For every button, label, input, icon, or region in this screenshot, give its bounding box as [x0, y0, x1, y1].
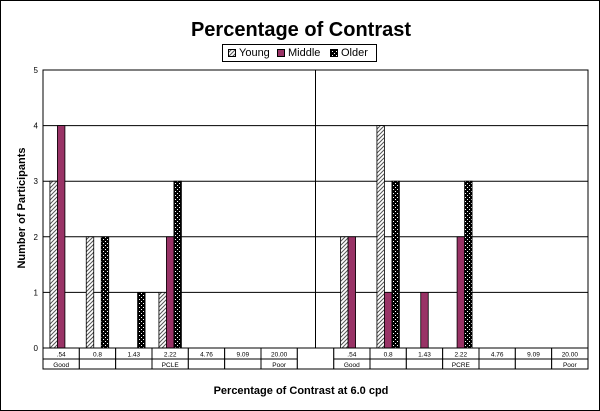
category-label-pcle-0: .54: [57, 352, 66, 359]
legend-swatch-older: [330, 49, 338, 57]
bar-pcre-middle-2: [420, 291, 429, 349]
category-sublabel-pcle-6: Poor: [272, 362, 287, 369]
bar-pcle-middle-3: [166, 236, 175, 349]
x-axis-label: Percentage of Contrast at 6.0 cpd: [213, 385, 389, 397]
sublabel-box-pcre-5: [514, 358, 553, 370]
category-label-pcre-2: 1.43: [418, 352, 431, 359]
category-sublabel-pcre-0: Good: [344, 362, 360, 369]
category-label-pcle-3: 2.22: [164, 352, 177, 359]
category-label-pcre-0: .54: [347, 352, 356, 359]
category-label-pcre-6: 20.00: [562, 352, 579, 359]
category-label-pcre-3: 2.22: [455, 352, 468, 359]
bar-pcle-older-1: [100, 236, 110, 349]
bar-pcre-middle-0: [347, 236, 356, 349]
chart-legend: Young Middle Older: [222, 44, 377, 62]
sublabel-box-pcle-2: [115, 358, 153, 370]
sublabel-box-pcle-1: [78, 358, 117, 370]
bar-pcre-middle-3: [456, 236, 465, 349]
sublabel-box-pcre-2: [405, 358, 444, 370]
category-sublabel-pcre-6: Poor: [563, 362, 578, 369]
bar-pcre-older-1: [391, 180, 400, 349]
category-sublabel-pcle-3: PCLE: [162, 362, 180, 369]
legend-swatch-young: [228, 49, 236, 57]
y-tick-label-1: 1: [34, 288, 39, 297]
category-label-pcre-1: 0.8: [384, 352, 393, 359]
sublabel-box-pcle-5: [224, 358, 262, 370]
sublabel-box-pcre-4: [478, 358, 516, 370]
y-tick-label-3: 3: [34, 177, 39, 186]
legend-swatch-middle: [277, 49, 285, 57]
category-label-pcle-6: 20.00: [271, 352, 288, 359]
category-label-pcle-2: 1.43: [128, 352, 141, 359]
bar-pcre-older-3: [464, 180, 473, 349]
category-label-pcle-4: 4.76: [200, 352, 213, 359]
y-tick-label-5: 5: [34, 66, 39, 75]
sublabel-box-pcre-6: [551, 358, 589, 370]
bar-pcre-middle-1: [384, 291, 393, 349]
legend-label-young: Young: [239, 47, 270, 59]
category-label-pcle-5: 9.09: [237, 352, 250, 359]
chart-title: Percentage of Contrast: [190, 19, 412, 41]
category-label-pcle-1: 0.8: [93, 352, 102, 359]
bar-pcre-young-0: [340, 236, 349, 349]
y-tick-label-0: 0: [34, 344, 39, 353]
bar-pcle-older-2: [137, 291, 146, 349]
y-tick-label-4: 4: [34, 122, 39, 131]
category-gap-box-0: [296, 347, 335, 370]
category-sublabel-pcre-3: PCRE: [452, 362, 471, 369]
y-tick-label-2: 2: [34, 233, 39, 242]
bar-pcle-young-0: [49, 180, 58, 349]
legend-label-middle: Middle: [288, 47, 321, 59]
bar-pcre-young-1: [376, 125, 385, 349]
sublabel-box-pcle-4: [187, 358, 226, 370]
sublabel-box-pcre-1: [369, 358, 407, 370]
bar-pcle-young-3: [158, 291, 167, 349]
bar-pcle-older-3: [173, 180, 182, 349]
legend-label-older: Older: [341, 47, 368, 59]
category-sublabel-pcle-0: Good: [53, 362, 69, 369]
bar-pcle-young-1: [85, 236, 95, 349]
category-label-pcre-5: 9.09: [527, 352, 540, 359]
category-label-pcre-4: 4.76: [491, 352, 504, 359]
bar-pcle-middle-0: [57, 125, 66, 349]
